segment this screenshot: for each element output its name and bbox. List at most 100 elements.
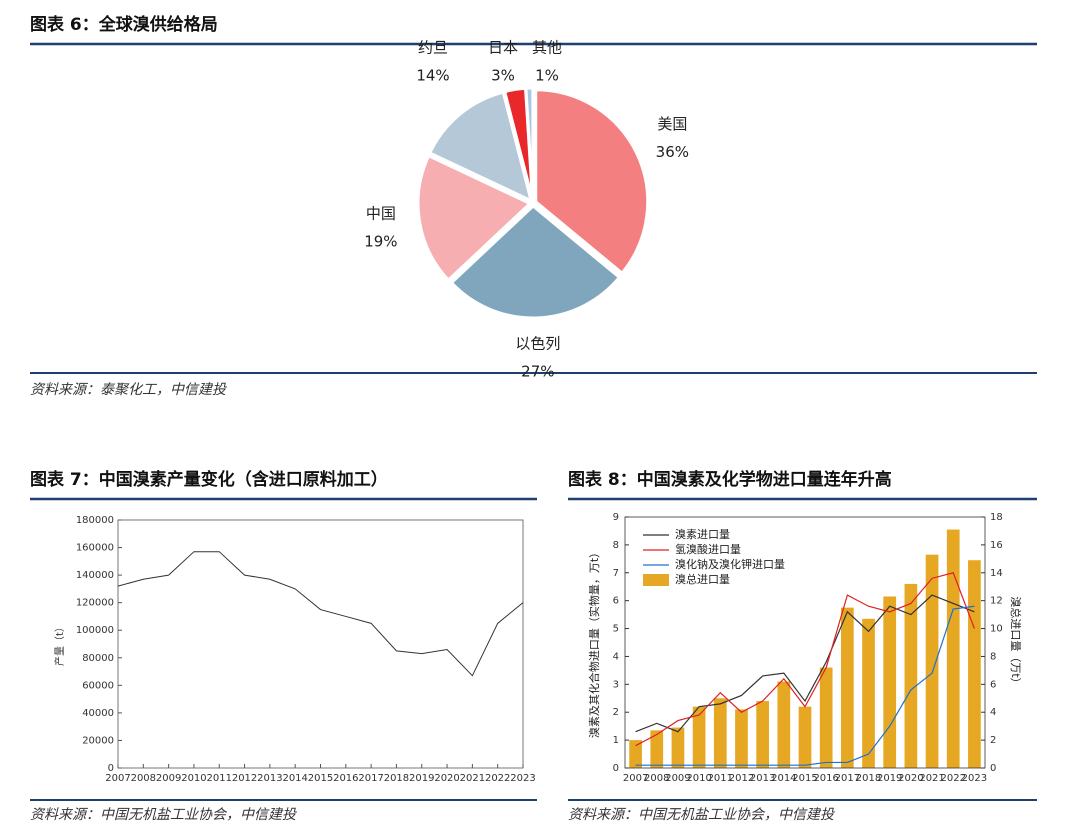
bar [925,554,939,768]
legend-swatch [643,574,669,586]
x-tick-label: 2019 [877,773,902,784]
x-tick-label: 2017 [358,773,383,784]
pie-slice [427,90,534,204]
source-note: 资料来源：中国无机盐工业协会，中信建投 [30,807,298,823]
x-tick-label: 2016 [813,773,838,784]
y2-tick-label: 6 [990,679,996,690]
pie-slice [524,86,535,201]
x-tick-label: 2016 [333,773,358,784]
x-tick-label: 2023 [510,773,535,784]
pie-category-label: 美国 [657,115,687,133]
x-tick-label: 2009 [665,773,690,784]
x-tick-label: 2022 [485,773,510,784]
x-tick-label: 2020 [898,773,923,784]
bar [819,667,833,768]
pie-slice [416,153,533,283]
pie-value-label: 3% [491,67,515,85]
y-tick-label: 140000 [76,570,114,581]
y-tick-label: 100000 [76,625,114,636]
y2-tick-label: 2 [990,735,996,746]
pie-category-label: 约旦 [418,39,448,57]
x-tick-label: 2014 [771,773,796,784]
x-tick-label: 2015 [308,773,333,784]
x-tick-label: 2018 [856,773,881,784]
x-tick-label: 2007 [105,773,130,784]
x-tick-label: 2020 [434,773,459,784]
y-tick-label: 80000 [82,653,114,664]
bar [968,560,981,768]
pie-slice [449,204,622,320]
x-tick-label: 2022 [941,773,966,784]
bar [756,701,769,768]
x-tick-label: 2008 [644,773,669,784]
x-tick-label: 2011 [207,773,232,784]
bar [692,706,706,768]
line-series [635,572,975,747]
x-tick-label: 2019 [409,773,434,784]
pie-value-label: 1% [535,67,559,85]
y-tick-label: 20000 [82,735,114,746]
x-tick-label: 2012 [729,773,754,784]
plot-frame [624,516,986,769]
y-tick-label: 9 [613,512,619,523]
y-tick-label: 180000 [76,515,114,526]
y2-tick-label: 18 [990,512,1003,523]
y-tick-label: 8 [613,540,619,551]
x-tick-label: 2013 [750,773,775,784]
bar [946,529,960,768]
figure-heading: 图表 6：全球溴供给格局 [30,14,218,35]
y2-tick-label: 12 [990,596,1003,607]
bar [798,706,812,768]
x-tick-label: 2010 [181,773,206,784]
legend-label: 溴素进口量 [675,527,730,541]
y-tick-label: 3 [613,679,619,690]
y-tick-label: 120000 [76,598,114,609]
bar [713,698,727,768]
legend-label: 溴总进口量 [675,572,730,586]
figure-heading: 图表 8：中国溴素及化学物进口量连年升高 [568,469,892,490]
y-axis-title: 产量（t） [53,622,66,666]
y-tick-label: 6 [613,596,619,607]
x-tick-label: 2011 [708,773,733,784]
y-tick-label: 160000 [76,543,114,554]
y2-tick-label: 14 [990,568,1003,579]
line-series [117,551,524,677]
x-tick-label: 2014 [282,773,307,784]
bar [650,730,664,768]
bar [883,596,897,768]
legend-label: 溴化钠及溴化钾进口量 [675,557,785,571]
line-series [635,594,975,733]
bar [777,681,791,768]
pie-slice [534,88,650,276]
x-tick-label: 2021 [919,773,944,784]
y-tick-label: 60000 [82,680,114,691]
x-tick-label: 2018 [384,773,409,784]
plot-frame [117,519,524,769]
x-tick-label: 2015 [792,773,817,784]
x-tick-label: 2009 [156,773,181,784]
pie-value-label: 36% [656,143,689,161]
y-tick-label: 5 [613,624,619,635]
y-tick-label: 40000 [82,708,114,719]
bar [629,740,642,768]
y-axis-title: 溴素及其化合物进口量（实物量，万t） [587,547,601,738]
x-tick-label: 2013 [257,773,282,784]
y2-tick-label: 10 [990,624,1003,635]
y-tick-label: 7 [613,568,619,579]
pie-category-label: 中国 [366,205,396,223]
bar [671,727,685,768]
x-tick-label: 2008 [131,773,156,784]
bar [841,607,854,768]
bar [904,583,918,768]
y2-tick-label: 16 [990,540,1003,551]
x-tick-label: 2017 [835,773,860,784]
y-tick-label: 0 [613,763,619,774]
source-note: 资料来源：泰聚化工，中信建投 [30,382,228,398]
pie-category-label: 日本 [488,39,518,57]
source-note: 资料来源：中国无机盐工业协会，中信建投 [568,807,836,823]
y-tick-label: 1 [613,735,619,746]
pie-category-label: 以色列 [515,334,560,352]
y2-tick-label: 4 [990,707,996,718]
x-tick-label: 2007 [623,773,648,784]
